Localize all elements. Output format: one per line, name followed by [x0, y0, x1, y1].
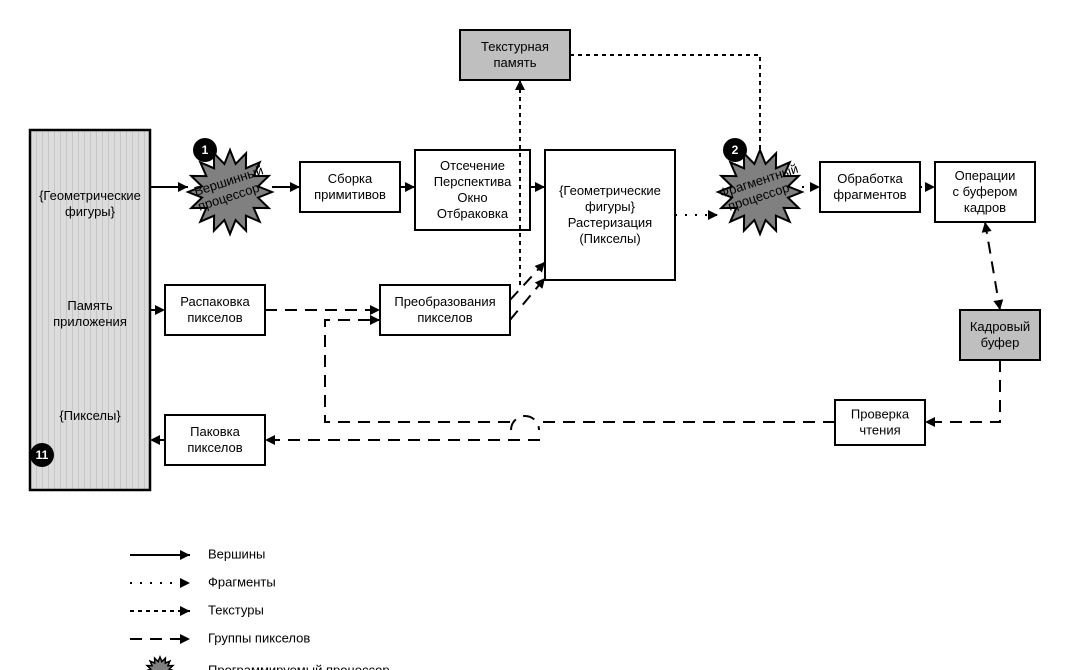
pix_unpack-label: Распаковка	[180, 294, 250, 309]
clip-label: Перспектива	[434, 174, 512, 189]
memory-section-label: Память	[67, 298, 113, 313]
legend-label: Фрагменты	[208, 574, 276, 589]
clip-label: Отбраковка	[437, 206, 509, 221]
pix_pack-label: пикселов	[187, 440, 242, 455]
raster-label: Растеризация	[568, 215, 652, 230]
fb_ops-label: кадров	[964, 200, 1006, 215]
frame_buffer-label: Кадровый	[970, 319, 1030, 334]
pix_xform-label: Преобразования	[394, 294, 495, 309]
read_check-label: Проверка	[851, 407, 910, 422]
memory-section-label: фигуры}	[65, 204, 116, 219]
frag_ops-label: фрагментов	[833, 187, 906, 202]
legend-proc-label: Программируемый процессор	[208, 662, 390, 670]
raster-label: {Геометрические	[559, 183, 661, 198]
texture_mem-label: память	[494, 55, 537, 70]
edge-texmem-to-fragproc	[570, 55, 760, 150]
clip-label: Окно	[457, 190, 487, 205]
texture_mem-label: Текстурная	[481, 39, 549, 54]
clip-label: Отсечение	[440, 158, 505, 173]
memory-section-label: {Пикселы}	[59, 408, 121, 423]
pix_xform-label: пикселов	[417, 310, 472, 325]
edge-framebuf-to-read	[925, 360, 1000, 422]
frag_ops-label: Обработка	[837, 171, 903, 186]
edge-xform-to-raster-bot	[510, 278, 545, 320]
legend-label: Текстуры	[208, 602, 264, 617]
legend-label: Вершины	[208, 546, 265, 561]
legend-proc-icon	[146, 657, 174, 670]
pix_pack-label: Паковка	[190, 424, 241, 439]
edge-overpass-arc	[511, 416, 539, 430]
memory-section-label: {Геометрические	[39, 188, 141, 203]
edge-xform-to-raster-top	[510, 262, 545, 300]
pix_unpack-label: пикселов	[187, 310, 242, 325]
frame_buffer-label: буфер	[981, 335, 1020, 350]
prim_assembly-label: примитивов	[314, 187, 386, 202]
edge-fbops-to-framebuf	[985, 222, 1000, 310]
fb_ops-label: Операции	[955, 168, 1016, 183]
badge-b1-label: 1	[202, 143, 209, 157]
raster-label: фигуры}	[585, 199, 636, 214]
fb_ops-label: с буфером	[953, 184, 1018, 199]
legend-label: Группы пикселов	[208, 630, 310, 645]
read_check-label: чтения	[859, 423, 900, 438]
raster-label: (Пикселы)	[579, 231, 640, 246]
badge-b2-label: 2	[732, 143, 739, 157]
prim_assembly-label: Сборка	[328, 171, 373, 186]
memory-section-label: приложения	[53, 314, 127, 329]
badge-b11-label: 11	[36, 448, 49, 462]
